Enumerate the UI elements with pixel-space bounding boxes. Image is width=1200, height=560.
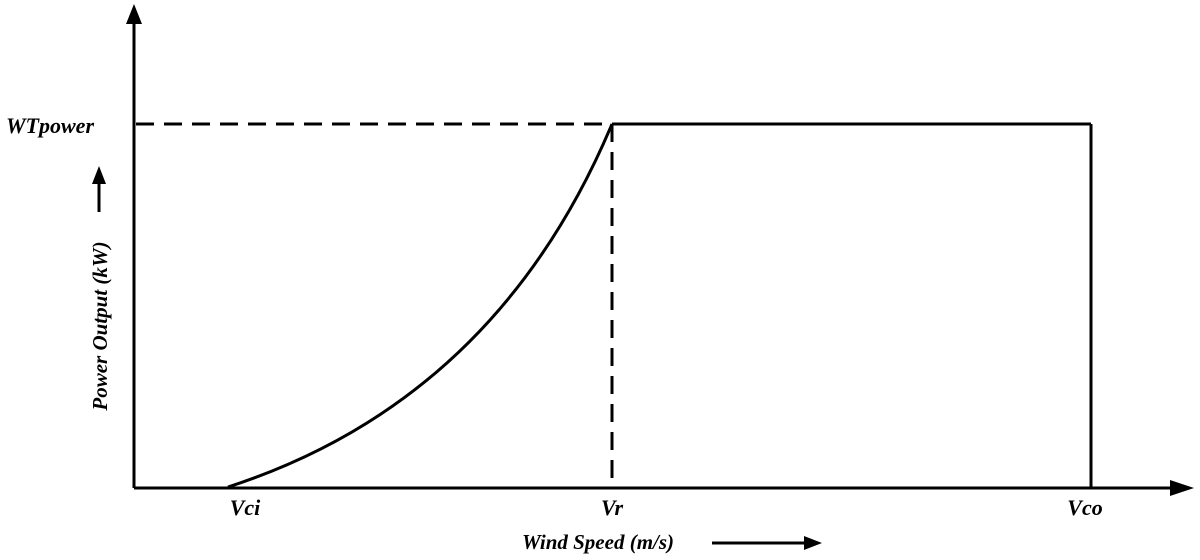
x-axis-title-arrow-icon [804,536,822,550]
y-axis-title-arrow-icon [92,166,106,184]
x-tick-label-vco: Vco [1067,495,1102,520]
power-curve-rising [227,123,614,489]
x-tick-label-vr: Vr [601,495,623,520]
y-tick-label-wtpower: WTpower [6,113,94,138]
x-tick-label-vci: Vci [230,495,261,520]
x-axis-title: Wind Speed (m/s) [522,530,674,554]
y-axis-arrow-icon [126,4,142,24]
y-axis-title: Power Output (kW) [88,241,112,411]
x-axis-arrow-icon [1170,480,1194,496]
